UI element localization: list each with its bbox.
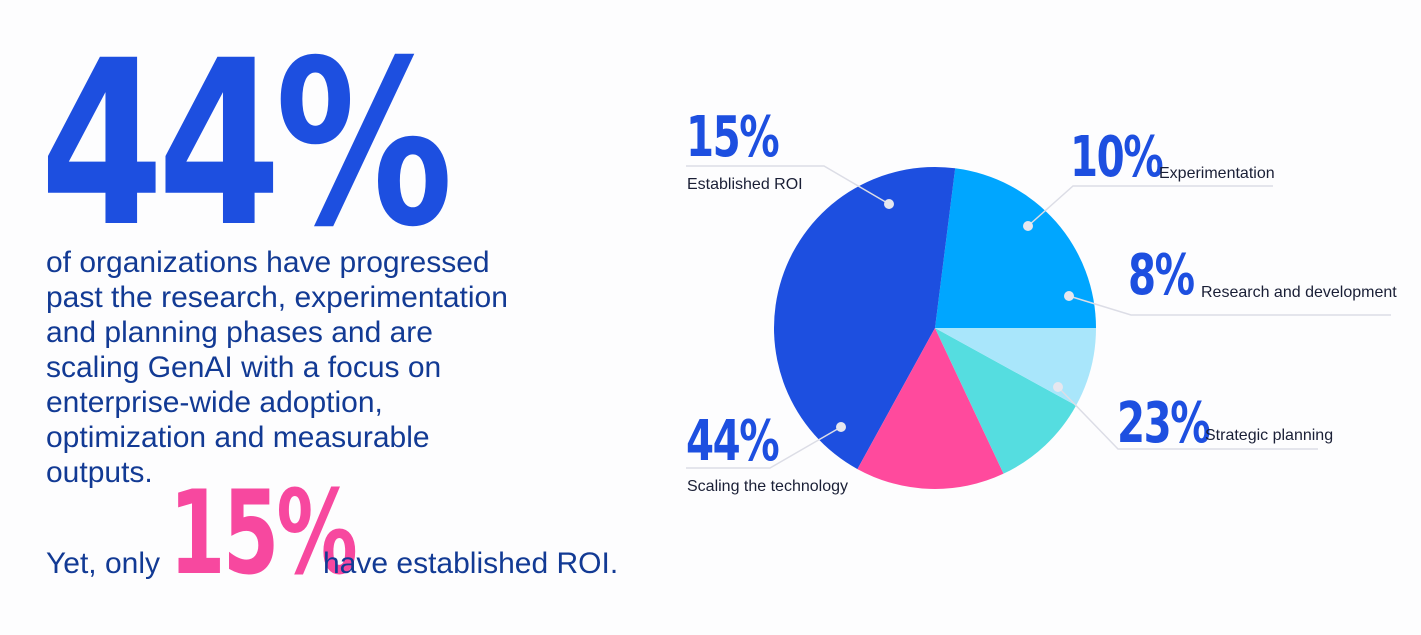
- headline-description: of organizations have progressed past th…: [46, 246, 508, 489]
- roi-note-stat: 15%: [169, 466, 358, 601]
- pie-slice-established-roi: [857, 328, 1004, 490]
- roi-note: Yet, only 15% have established ROI.: [46, 476, 646, 592]
- slice-value-label: 44%: [686, 409, 780, 474]
- leader-dot: [1053, 382, 1063, 392]
- slice-category-label: Established ROI: [687, 176, 803, 193]
- roi-note-suffix: have established ROI.: [323, 547, 619, 580]
- slice-value-label: 23%: [1117, 391, 1211, 456]
- slice-value-label: 10%: [1070, 125, 1164, 190]
- slice-value-label: 15%: [686, 105, 780, 170]
- pie-slice-strategic-planning: [935, 168, 1096, 328]
- slice-value-label: 8%: [1128, 243, 1195, 308]
- pie-slice-scaling-the-technology: [773, 166, 956, 470]
- leader-dot: [884, 199, 894, 209]
- headline-stat: 44%: [40, 11, 453, 277]
- roi-note-prefix: Yet, only: [46, 547, 160, 580]
- slice-category-label: Research and development: [1201, 284, 1397, 301]
- slice-category-label: Experimentation: [1159, 165, 1275, 182]
- slice-category-label: Strategic planning: [1205, 427, 1334, 444]
- leader-dot: [836, 422, 846, 432]
- leader-line: [686, 165, 890, 205]
- leader-dot: [1023, 221, 1033, 231]
- leader-line: [686, 426, 842, 469]
- leader-line: [1027, 185, 1273, 227]
- leader-dot: [1064, 291, 1074, 301]
- leader-line: [1068, 295, 1391, 316]
- leader-line: [1057, 386, 1318, 450]
- slice-category-label: Scaling the technology: [687, 478, 848, 495]
- pie-slice-experimentation: [935, 328, 1077, 474]
